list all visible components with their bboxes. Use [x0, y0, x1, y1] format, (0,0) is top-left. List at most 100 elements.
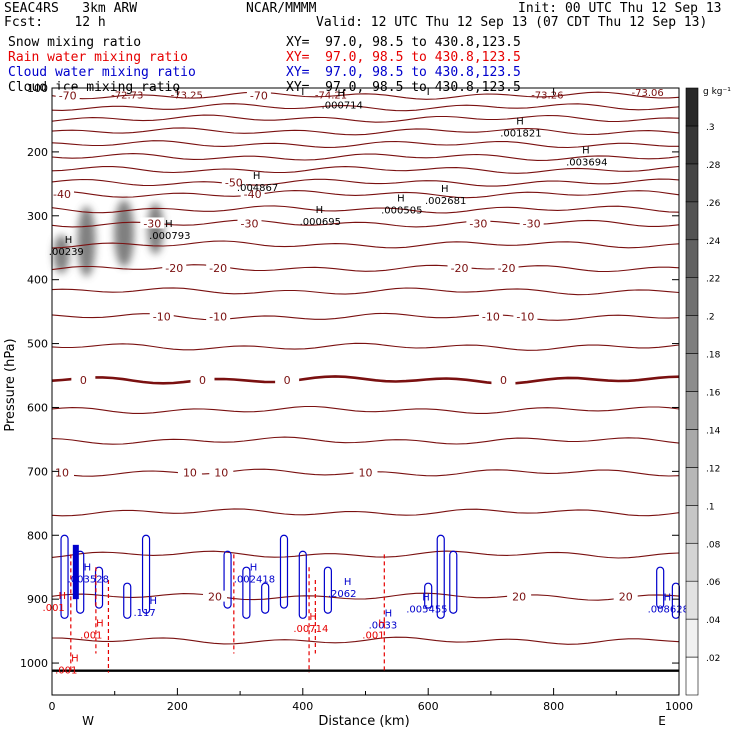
- colorbar-bin: [685, 618, 699, 658]
- isotherm-label-bg: [491, 373, 516, 385]
- isotherm-label-bg: [246, 89, 271, 101]
- isotherm-line: [51, 436, 680, 445]
- maximum-marker: H: [582, 145, 590, 156]
- isotherm-label: -30: [143, 217, 161, 230]
- maximum-value-label: .2062: [328, 589, 357, 600]
- colorbar-bin: [685, 239, 699, 278]
- isotherm-label-bg: [149, 310, 174, 322]
- snow-shading-layer: [53, 199, 164, 277]
- y-axis-label: Pressure (hPa): [3, 338, 18, 431]
- maximum-marker: H: [397, 193, 405, 204]
- maximum-marker: H: [344, 577, 352, 588]
- colorbar-label: .12: [706, 464, 720, 474]
- colorbar-bin: [685, 505, 699, 544]
- isotherm-label-bg: [466, 217, 491, 229]
- isotherm-label: -20: [165, 262, 183, 275]
- maximum-value-label: .001821: [500, 129, 541, 140]
- isotherm-label-bg: [513, 310, 538, 322]
- x-tick-label: 1000: [665, 700, 693, 713]
- maximum-marker: H: [65, 235, 73, 246]
- cloud-water-contour: [242, 566, 251, 619]
- isotherm-label-bg: [206, 262, 231, 274]
- maximum-marker: H: [165, 219, 173, 230]
- isotherm-line: [51, 405, 680, 414]
- isotherm-label-bg: [55, 89, 80, 101]
- isotherm-label: 0: [199, 374, 206, 387]
- maximum-value-label: .001: [362, 630, 384, 641]
- maximum-marker: H: [441, 184, 449, 195]
- isotherm-line: [51, 550, 680, 559]
- cloud-water-contour: [656, 566, 665, 609]
- colorbar-label: .24: [706, 237, 721, 247]
- isotherm-label: -30: [241, 217, 259, 230]
- maximum-value-label: .000505: [381, 205, 422, 216]
- isotherm-label: -10: [153, 311, 171, 324]
- x-tick-label: 400: [292, 700, 313, 713]
- y-tick-label: 400: [27, 274, 48, 287]
- hydrometeor-feature-layer: [60, 534, 680, 673]
- cloud-water-contour: [261, 582, 270, 614]
- colorbar-bin: [685, 467, 699, 506]
- isotherm-line: [51, 165, 680, 174]
- snow-shade-blob: [147, 203, 164, 255]
- colorbar-label: .18: [706, 351, 721, 361]
- maximum-marker: H: [71, 653, 79, 664]
- maximum-marker: H: [309, 612, 317, 623]
- legend-rain-name: Rain water mixing ratio: [8, 50, 189, 65]
- colorbar-label: .02: [706, 654, 720, 664]
- maximum-value-label: .117: [133, 608, 155, 619]
- cloud-water-contour: [298, 550, 307, 619]
- west-endpoint-label: W: [82, 714, 94, 728]
- isotherm-label-bg: [206, 310, 231, 322]
- isotherm-label-bg: [519, 217, 544, 229]
- isotherm-label: -10: [516, 311, 534, 324]
- maximum-marker: H: [253, 171, 261, 182]
- plot-frame: [51, 87, 680, 696]
- isotherm-label: 10: [55, 467, 69, 480]
- contour-label-layer: -70 -70-50-40 -40-30 -30 -30 -30-20 -20 -20 -20-…: [43, 88, 689, 677]
- colorbar-label: .08: [706, 540, 721, 550]
- isotherm-label: -40: [244, 188, 262, 201]
- colorbar-label: .04: [706, 616, 721, 626]
- y-tick-label: 300: [27, 210, 48, 223]
- project-title: SEAC4RS 3km ARW: [4, 1, 138, 16]
- isotherm-label: 0: [500, 374, 507, 387]
- temperature-minimum-label: -73.25: [171, 90, 203, 101]
- maximum-marker: H: [385, 609, 393, 620]
- cloud-water-contour: [141, 534, 151, 614]
- maximum-value-label: .000695: [300, 217, 341, 228]
- isotherm-label: -70: [250, 90, 268, 103]
- colorbar-bin: [685, 163, 699, 203]
- isotherm-label: -30: [469, 217, 487, 230]
- isotherm-line: [51, 205, 680, 214]
- isotherm-line: [51, 636, 680, 645]
- isotherm-label: 0: [284, 374, 291, 387]
- isotherm-label-bg: [240, 188, 265, 200]
- isotherm-label-bg: [71, 373, 96, 385]
- colorbar-label: .22: [706, 275, 720, 285]
- x-axis-label: Distance (km): [318, 714, 409, 729]
- isotherm-label: -70: [59, 90, 77, 103]
- cloud-water-contour: [123, 582, 132, 619]
- isotherm-label-bg: [613, 590, 638, 602]
- isotherm-label: -20: [209, 262, 227, 275]
- isotherm-line: [51, 140, 679, 149]
- temperature-minimum-label: -73.26: [531, 90, 563, 101]
- east-endpoint-label: E: [658, 714, 666, 728]
- snow-shade-blob: [77, 206, 96, 277]
- legend-snow-xy: XY= 97.0, 98.5 to 430.8,123.5: [286, 35, 521, 50]
- isotherm-label: -30: [523, 217, 541, 230]
- isotherm-label-bg: [494, 262, 519, 274]
- isotherm-label-bg: [162, 262, 187, 274]
- isotherm-label: 20: [512, 591, 526, 604]
- colorbar-bin: [685, 353, 699, 392]
- y-tick-label: 900: [27, 593, 48, 606]
- colorbar-label: .16: [706, 389, 721, 399]
- maximum-value-label: .003694: [566, 157, 607, 168]
- y-tick-label: 600: [27, 401, 48, 414]
- colorbar-bin: [685, 87, 699, 127]
- colorbar-bin: [685, 315, 699, 354]
- colorbar-bin: [685, 277, 699, 316]
- maximum-marker: H: [338, 89, 346, 100]
